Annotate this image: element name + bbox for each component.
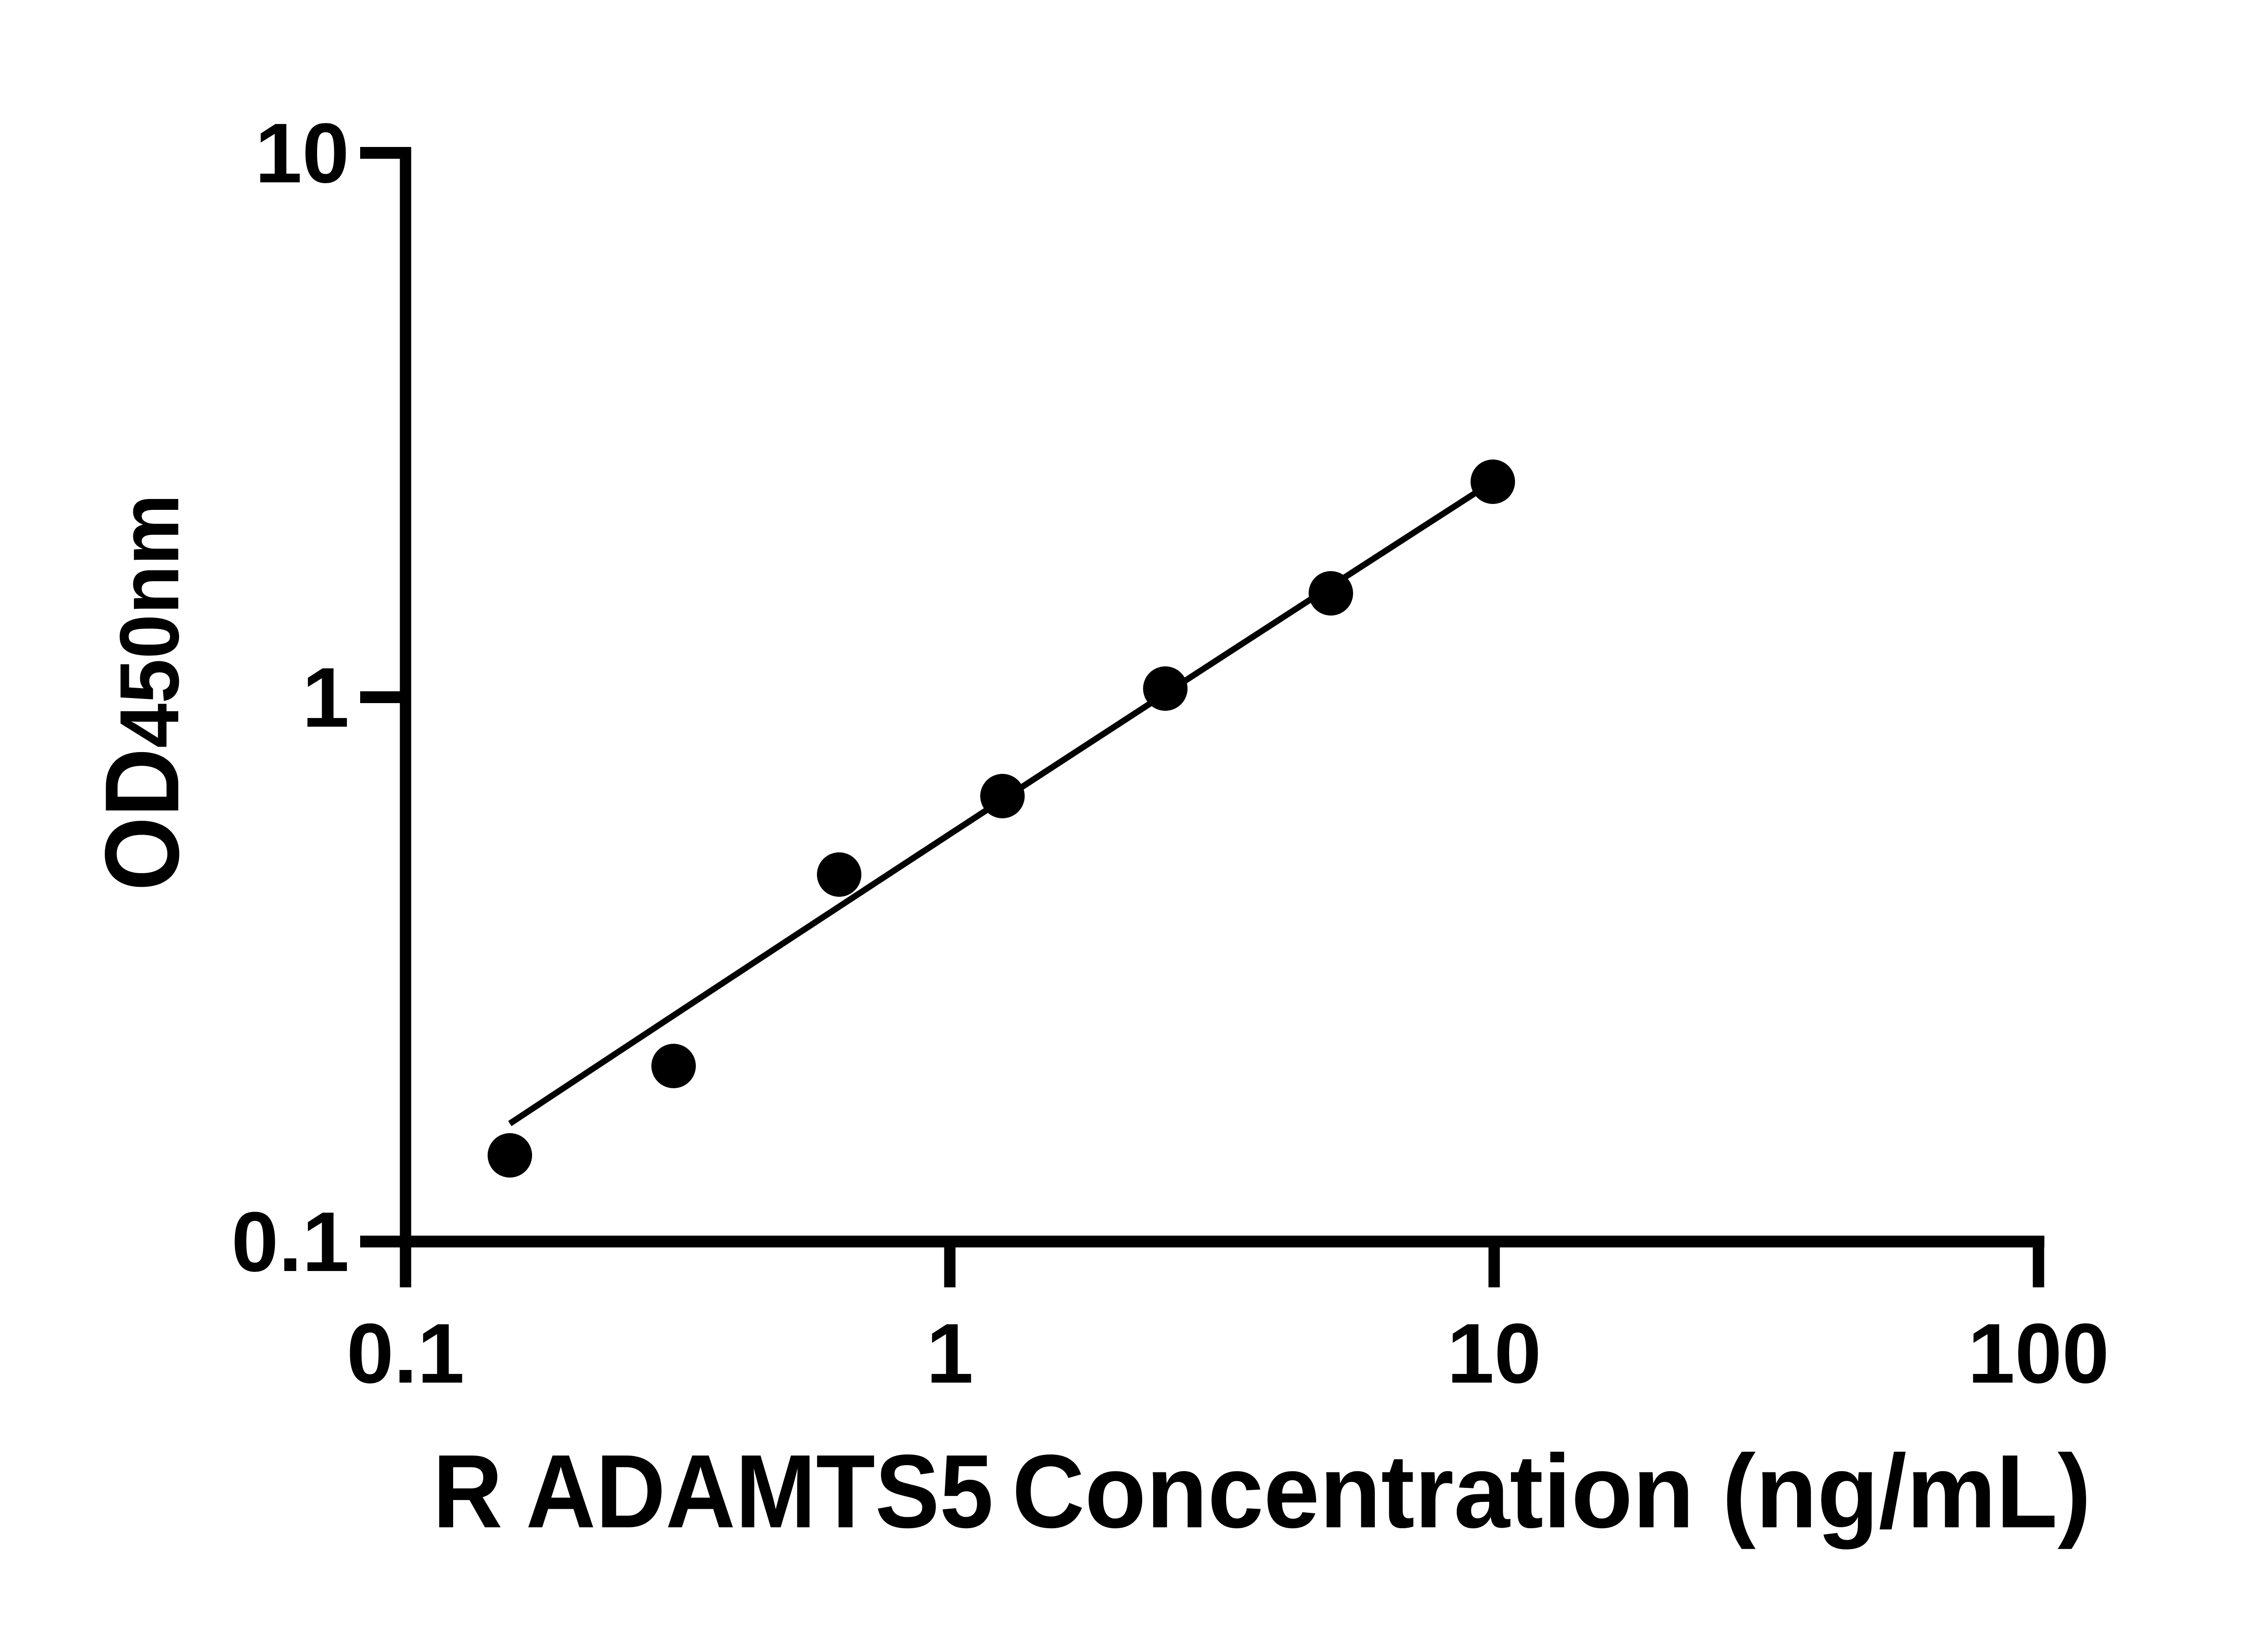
svg-text:1: 1 (302, 650, 349, 745)
svg-text:R ADAMTS5: R ADAMTS5 (433, 1433, 993, 1550)
svg-text:10: 10 (255, 106, 349, 200)
svg-text:0.1: 0.1 (231, 1194, 349, 1289)
svg-text:100: 100 (1968, 1306, 2109, 1401)
svg-text:Concentration (ng/mL): Concentration (ng/mL) (1012, 1433, 2091, 1550)
svg-text:OD450nm: OD450nm (83, 494, 201, 891)
svg-text:10: 10 (1447, 1306, 1541, 1401)
svg-text:1: 1 (926, 1306, 973, 1401)
svg-text:0.1: 0.1 (347, 1306, 464, 1401)
